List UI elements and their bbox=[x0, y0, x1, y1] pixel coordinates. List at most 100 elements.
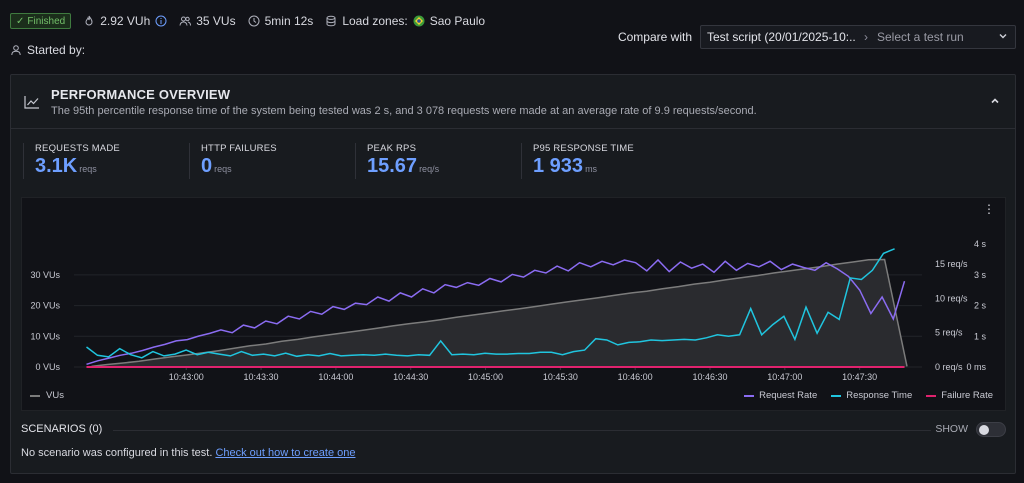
legend-vus[interactable]: VUs bbox=[30, 390, 64, 401]
status-badge: ✓ Finished bbox=[10, 13, 72, 29]
y-left-tick-label: 30 VUs bbox=[30, 270, 60, 280]
line-chart-icon bbox=[24, 95, 40, 109]
metric-unit: reqs bbox=[79, 164, 97, 174]
x-tick-label: 10:44:00 bbox=[318, 372, 353, 382]
performance-chart: 0 VUs 10 VUs 20 VUs 30 VUs 0 req/s 5 req/s 10 … bbox=[21, 197, 1006, 411]
y-right-tick-label: 3 s bbox=[974, 270, 987, 280]
legend-label-request-rate: Request Rate bbox=[759, 390, 818, 401]
load-zones-stat: Load zones: Sao Paulo bbox=[325, 14, 485, 28]
metric-label: HTTP FAILURES bbox=[201, 143, 277, 154]
metric-unit: reqs bbox=[214, 164, 232, 174]
create-scenario-link[interactable]: Check out how to create one bbox=[215, 447, 356, 459]
started-by-label: Started by: bbox=[27, 43, 86, 57]
x-tick-label: 10:43:30 bbox=[244, 372, 279, 382]
metric-value: 0 bbox=[201, 155, 213, 177]
y-right-tick-label: 0 ms bbox=[966, 362, 986, 372]
metric-peak-rps: PEAK RPS 15.67 req/s bbox=[355, 143, 521, 179]
scenarios-header: SCENARIOS (0) SHOW bbox=[21, 422, 1006, 438]
metric-label: P95 RESPONSE TIME bbox=[533, 143, 634, 154]
compare-current-run: Test script (20/01/2025-10:... bbox=[707, 30, 855, 44]
x-tick-label: 10:47:00 bbox=[767, 372, 802, 382]
no-scenario-text: No scenario was configured in this test. bbox=[21, 447, 213, 459]
y-mid-tick-label: 15 req/s bbox=[935, 259, 968, 269]
legend-label-response-time: Response Time bbox=[846, 390, 913, 401]
metric-label: PEAK RPS bbox=[367, 143, 417, 154]
metric-label: REQUESTS MADE bbox=[35, 143, 120, 154]
metric-unit: req/s bbox=[419, 164, 440, 174]
metric-unit: ms bbox=[585, 164, 598, 174]
x-tick-label: 10:47:30 bbox=[842, 372, 877, 382]
legend-swatch-response-time bbox=[831, 394, 842, 397]
panel-description: The 95th percentile response time of the… bbox=[51, 105, 757, 117]
compare-label: Compare with bbox=[617, 30, 692, 44]
compare-select[interactable]: Test script (20/01/2025-10:... › Select … bbox=[700, 25, 1016, 49]
y-left-tick-label: 10 VUs bbox=[30, 331, 60, 341]
database-icon bbox=[325, 15, 337, 27]
panel-title: PERFORMANCE OVERVIEW bbox=[51, 87, 231, 102]
y-mid-tick-label: 0 req/s bbox=[935, 362, 963, 372]
metric-p95-response-time: P95 RESPONSE TIME 1 933 ms bbox=[521, 143, 687, 179]
y-mid-tick-label: 5 req/s bbox=[935, 328, 963, 338]
scenarios-title: SCENARIOS (0) bbox=[21, 423, 103, 435]
panel-header[interactable]: PERFORMANCE OVERVIEW The 95th percentile… bbox=[11, 75, 1015, 129]
metric-http-failures: HTTP FAILURES 0 reqs bbox=[189, 143, 355, 179]
legend-right: Request Rate Response Time Failure Rate bbox=[744, 390, 993, 401]
vus-value: 35 VUs bbox=[196, 14, 236, 28]
vuh-value: 2.92 VUh bbox=[100, 14, 151, 28]
metrics-row: REQUESTS MADE 3.1K reqs HTTP FAILURES 0 re… bbox=[23, 143, 687, 179]
vus-stat: 35 VUs bbox=[179, 14, 236, 28]
metric-value: 1 933 bbox=[533, 155, 584, 177]
load-zones-label: Load zones: bbox=[342, 14, 408, 28]
status-badge-label: Finished bbox=[27, 15, 66, 27]
legend-response-time[interactable]: Response Time bbox=[831, 390, 912, 401]
show-label: SHOW bbox=[935, 423, 968, 435]
metric-value: 15.67 bbox=[367, 155, 418, 177]
chevron-up-icon[interactable] bbox=[989, 95, 1001, 107]
compare-separator: › bbox=[864, 30, 868, 44]
legend-swatch-failure-rate bbox=[926, 394, 937, 397]
brazil-flag-icon bbox=[413, 15, 425, 27]
x-tick-label: 10:46:30 bbox=[692, 372, 727, 382]
metric-value: 3.1K bbox=[35, 155, 78, 177]
vuh-stat: 2.92 VUh bbox=[83, 14, 167, 28]
toggle-knob bbox=[979, 425, 989, 435]
duration-stat: 5min 12s bbox=[248, 14, 314, 28]
performance-overview-panel: PERFORMANCE OVERVIEW The 95th percentile… bbox=[10, 74, 1016, 474]
info-icon[interactable] bbox=[155, 15, 167, 27]
zone-value: Sao Paulo bbox=[429, 14, 486, 28]
duration-value: 5min 12s bbox=[264, 14, 314, 28]
y-left-tick-label: 0 VUs bbox=[35, 362, 60, 372]
vus-line bbox=[91, 258, 908, 368]
more-options-icon[interactable]: ⋮ bbox=[983, 202, 995, 216]
divider bbox=[113, 430, 931, 431]
chevron-down-icon bbox=[997, 30, 1009, 45]
x-tick-label: 10:43:00 bbox=[169, 372, 204, 382]
x-tick-label: 10:45:30 bbox=[543, 372, 578, 382]
show-scenarios-toggle[interactable] bbox=[976, 422, 1006, 437]
scenarios-message: No scenario was configured in this test.… bbox=[21, 447, 355, 459]
x-tick-label: 10:46:00 bbox=[618, 372, 653, 382]
y-right-tick-label: 2 s bbox=[974, 301, 987, 311]
check-icon: ✓ bbox=[16, 15, 25, 27]
response-time-line bbox=[86, 248, 895, 359]
request-rate-line bbox=[86, 258, 906, 366]
test-status-bar: ✓ Finished 2.92 VUh 35 VUs 5min 12s Load… bbox=[10, 13, 485, 29]
user-icon bbox=[10, 44, 22, 56]
flame-icon bbox=[83, 15, 95, 27]
chart-canvas: 0 VUs 10 VUs 20 VUs 30 VUs 0 req/s 5 req/s 10 … bbox=[30, 239, 987, 382]
y-right-tick-label: 4 s bbox=[974, 239, 987, 249]
metric-requests-made: REQUESTS MADE 3.1K reqs bbox=[23, 143, 189, 179]
clock-icon bbox=[248, 15, 260, 27]
y-left-tick-label: 20 VUs bbox=[30, 301, 60, 311]
x-tick-label: 10:45:00 bbox=[468, 372, 503, 382]
started-by: Started by: bbox=[10, 43, 85, 57]
compare-placeholder: Select a test run bbox=[877, 30, 964, 44]
y-right-tick-label: 1 s bbox=[974, 331, 987, 341]
legend-request-rate[interactable]: Request Rate bbox=[744, 390, 817, 401]
legend-failure-rate[interactable]: Failure Rate bbox=[926, 390, 993, 401]
y-mid-tick-label: 10 req/s bbox=[935, 293, 968, 303]
legend-swatch-request-rate bbox=[744, 394, 755, 397]
x-tick-label: 10:44:30 bbox=[393, 372, 428, 382]
legend-label-failure-rate: Failure Rate bbox=[941, 390, 993, 401]
legend-swatch-vus bbox=[30, 394, 40, 397]
